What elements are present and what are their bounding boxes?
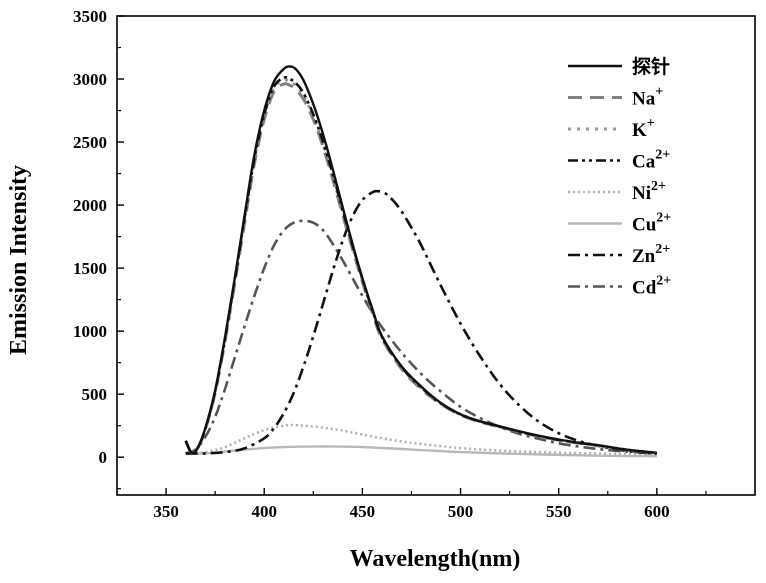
series-line-0 [186,66,657,453]
legend-label-4: Ni2+ [632,179,666,204]
legend-label-base: Ca [632,152,656,173]
x-tick-label: 350 [153,502,179,521]
legend-label-base: Cd [632,278,657,299]
legend-label-sup: 2+ [651,179,666,194]
y-tick-label: 500 [82,385,108,404]
x-tick-label: 600 [644,502,670,521]
legend-label-5: Cu2+ [632,211,671,236]
legend-label-1: Na+ [632,85,663,110]
legend-label-base: Ni [632,183,651,204]
legend: 探针Na+K+Ca2+Ni2+Cu2+Zn2+Cd2+ [568,55,671,299]
y-tick-label: 2000 [73,196,107,215]
series-line-3 [186,77,657,453]
legend-label-base: K [632,120,647,141]
legend-label-base: Na [632,89,656,110]
y-tick-label: 3500 [73,7,107,26]
legend-label-sup: 2+ [656,211,671,226]
legend-label-0: 探针 [632,55,670,78]
series-line-2 [186,80,657,453]
legend-label-6: Zn2+ [632,242,670,267]
x-tick-label: 450 [350,502,376,521]
y-tick-label: 2500 [73,133,107,152]
legend-label-sup: 2+ [656,274,671,289]
y-tick-label: 1500 [73,259,107,278]
x-tick-label: 500 [448,502,474,521]
legend-label-sup: 2+ [655,148,670,163]
legend-label-2: K+ [632,116,655,141]
legend-label-7: Cd2+ [632,274,671,299]
legend-label-sup: + [647,116,655,131]
y-tick-label: 3000 [73,70,107,89]
y-axis-title: Emission Intensity [6,165,32,355]
legend-label-base: Cu [632,215,657,236]
x-tick-label: 400 [251,502,277,521]
series-line-6 [186,191,657,454]
x-axis-title: Wavelength(nm) [350,546,521,572]
legend-label-sup: + [655,85,663,100]
y-tick-label: 0 [99,448,108,467]
legend-label-sup: 2+ [655,242,670,257]
x-tick-label: 550 [546,502,572,521]
legend-label-3: Ca2+ [632,148,670,173]
y-tick-label: 1000 [73,322,107,341]
series-lines [186,66,657,456]
axis-ticks: 350 400 450 500 550 600 0 500 1000 1500 2000 2500 30… [73,7,706,521]
legend-label-base: Zn [632,246,656,267]
